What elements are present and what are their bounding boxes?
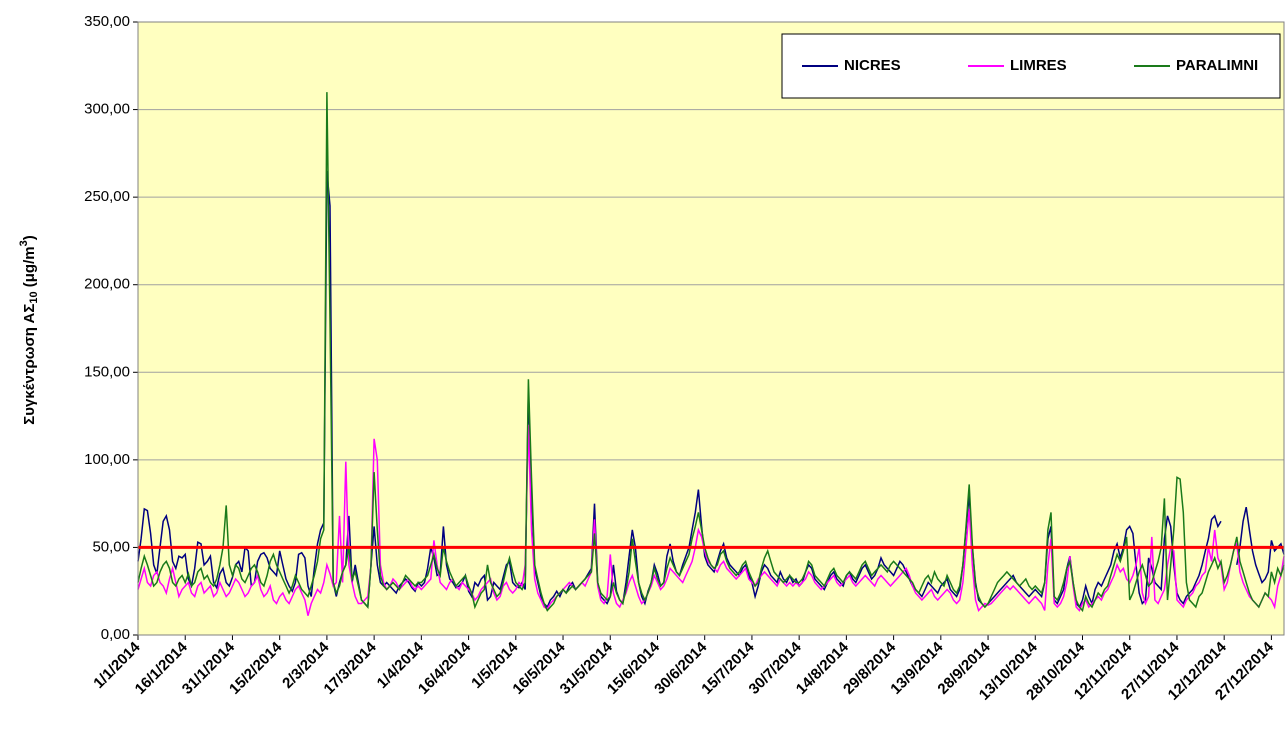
legend-label: NICRES <box>844 57 901 74</box>
plot-area <box>138 22 1284 635</box>
legend-box <box>781 33 1281 99</box>
y-tick-label: 50,00 <box>92 538 130 555</box>
y-axis-label: Συγκέντρωση ΑΣ10 (μg/m3) <box>18 235 40 424</box>
y-label-sub: 10 <box>28 291 40 303</box>
x-tick-label: 16/4/2014 <box>415 638 475 698</box>
y-label-part: ) <box>21 235 38 240</box>
y-tick-label: 350,00 <box>84 13 130 30</box>
legend-label: PARALIMNI <box>1176 57 1258 74</box>
y-tick-label: 0,00 <box>101 626 130 643</box>
y-tick-label: 250,00 <box>84 188 130 205</box>
x-tick-label: 17/3/2014 <box>321 638 381 698</box>
y-label-part: Συγκέντρωση ΑΣ <box>21 304 38 425</box>
y-tick-label: 300,00 <box>84 101 130 118</box>
y-label-sup: 3 <box>18 240 30 246</box>
data-line <box>137 92 1285 613</box>
y-tick-label: 150,00 <box>84 363 130 380</box>
y-label-part: (μg/m <box>21 246 38 291</box>
legend-label: LIMRES <box>1010 57 1067 74</box>
y-tick-label: 200,00 <box>84 276 130 293</box>
x-tick-label: 15/2/2014 <box>226 638 286 698</box>
y-tick-label: 100,00 <box>84 451 130 468</box>
plot-border <box>137 21 1285 636</box>
